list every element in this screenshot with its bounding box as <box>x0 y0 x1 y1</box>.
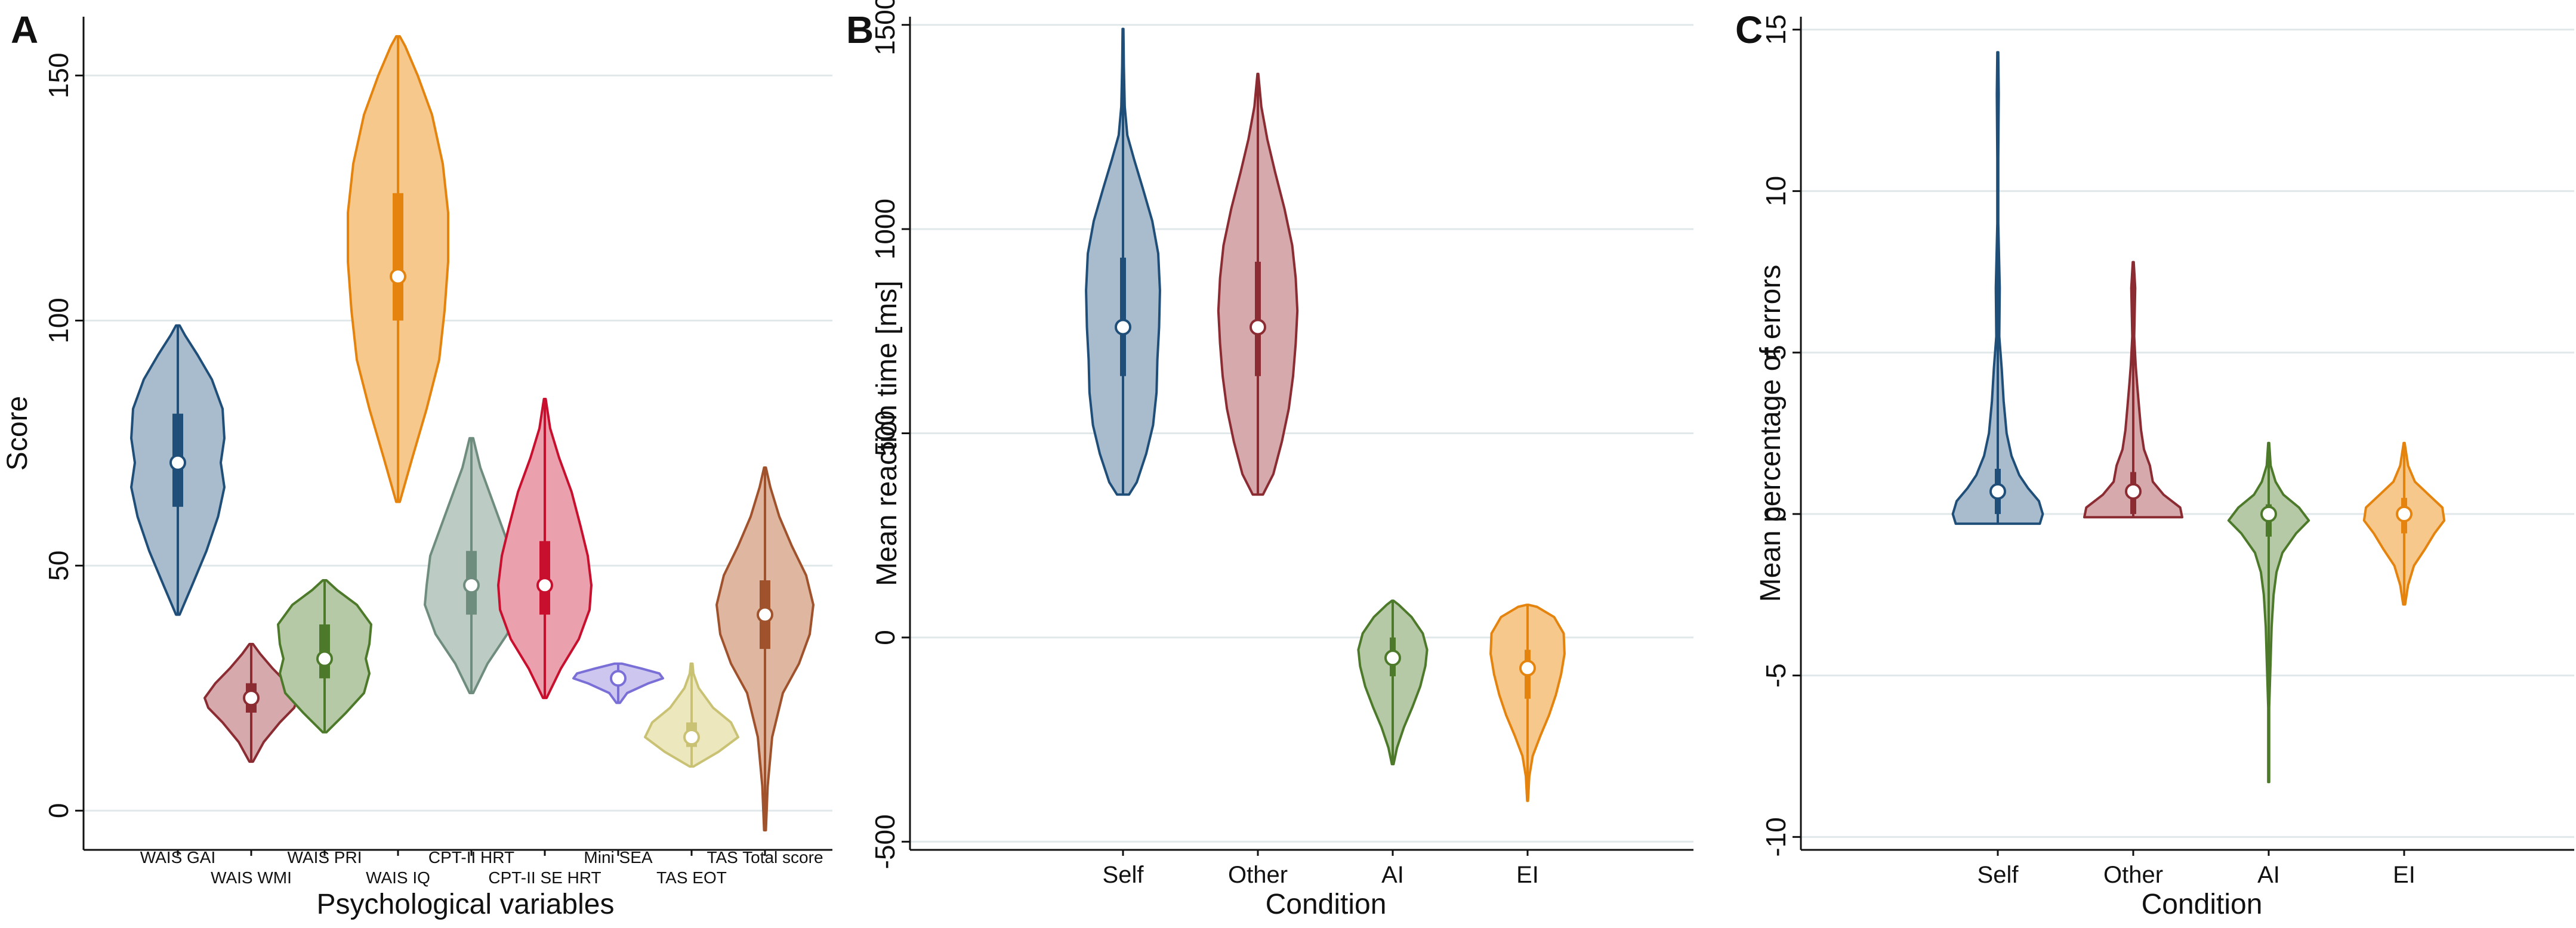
panel-c-x-axis-title: Condition <box>2142 889 2263 920</box>
panel-a-category-label-wais-gai: WAIS GAI <box>140 848 216 867</box>
panel-b-category-label-other: Other <box>1228 862 1288 888</box>
panel-a-y-tick-label-2: 100 <box>43 298 74 344</box>
panel-a-category-label-mini-sea: Mini SEA <box>584 848 652 867</box>
panel-b-letter: B <box>846 8 874 51</box>
panel-a-median-wais-iq <box>390 268 406 285</box>
panel-a-category-label-cpt-ii-se-hrt: CPT-II SE HRT <box>488 868 601 887</box>
panel-c-median-other <box>2125 482 2142 500</box>
panel-b-x-axis-title: Condition <box>1266 889 1387 920</box>
panel-a-category-label-wais-pri: WAIS PRI <box>288 848 362 867</box>
panel-c-category-label-other: Other <box>2103 862 2163 888</box>
panel-b-violin-chart: -500 0 500 1000 1500 Mean reaction time [ms] C… <box>869 0 1693 920</box>
panel-a-letter: A <box>11 8 38 51</box>
panel-c-median-ai <box>2260 505 2277 522</box>
panel-c-y-tick-label-3: 5 <box>1760 345 1791 360</box>
panel-a-x-axis-title: Psychological variables <box>317 889 615 920</box>
panel-c-y-axis-title: Mean percentage of errors <box>1755 265 1787 602</box>
panel-b-median-ei <box>1519 660 1536 677</box>
panel-a-category-label-wais-iq: WAIS IQ <box>366 868 430 887</box>
panel-c-y-tick-label-0: -10 <box>1760 817 1791 856</box>
panel-c-median-ei <box>2396 505 2413 522</box>
panel-b-category-label-self: Self <box>1103 862 1144 888</box>
panel-a-y-tick-label-3: 150 <box>43 52 74 98</box>
panel-a-median-tas-eot <box>683 728 700 746</box>
panel-a-median-cpt-ii-se-hrt <box>536 577 553 594</box>
panel-c-y-tick-label-1: -5 <box>1760 663 1791 688</box>
panel-c-violin-chart: -10 -5 0 5 10 15 Mean percentage of errors Cond… <box>1755 14 2574 920</box>
panel-b-y-tick-label-3: 1000 <box>869 199 900 259</box>
panel-b-category-label-ai: AI <box>1381 862 1404 888</box>
panel-a-y-axis-title: Score <box>2 396 33 471</box>
panel-a-median-mini-sea <box>610 670 627 687</box>
panel-a-y-tick-label-1: 50 <box>43 550 74 581</box>
panel-a-category-label-cpt-ii-hrt: CPT-II HRT <box>428 848 514 867</box>
panel-a-median-wais-wmi <box>243 689 260 707</box>
panel-c-category-label-self: Self <box>1977 862 2019 888</box>
panel-a-median-wais-gai <box>169 454 186 471</box>
panel-a-category-label-tas-eot: TAS EOT <box>656 868 727 887</box>
panel-a-median-wais-pri <box>316 650 333 667</box>
panel-c-category-label-ei: EI <box>2393 862 2415 888</box>
panel-c-letter: C <box>1735 8 1763 51</box>
panel-a-category-label-wais-wmi: WAIS WMI <box>211 868 292 887</box>
panel-b-median-ai <box>1384 649 1401 667</box>
panel-c-y-tick-label-5: 15 <box>1760 14 1791 45</box>
panel-b-median-self <box>1115 318 1131 336</box>
panel-b-y-axis-title: Mean reaction time [ms] <box>871 280 903 586</box>
panel-a-iqr-box-wais-iq <box>393 193 403 321</box>
panel-b-iqr-box-self <box>1120 258 1126 376</box>
panel-b-median-other <box>1250 318 1266 336</box>
panel-c-median-self <box>1989 482 2006 500</box>
panel-c-y-tick-label-4: 10 <box>1760 176 1791 206</box>
panel-c-y-tick-label-2: 0 <box>1760 506 1791 522</box>
panel-b-y-tick-label-1: 0 <box>869 630 900 645</box>
panel-a-violin-chart: 0 50 100 150 Score Psychological variables WAI… <box>2 17 832 920</box>
panel-b-y-tick-label-2: 500 <box>869 410 900 456</box>
panel-b-y-tick-label-0: -500 <box>869 814 900 869</box>
panel-c-category-label-ai: AI <box>2257 862 2280 888</box>
panel-b-category-label-ei: EI <box>1516 862 1539 888</box>
panel-a-median-tas-total-score <box>757 606 773 623</box>
panel-a-category-label-tas-total-score: TAS Total score <box>707 848 823 867</box>
panel-a-y-tick-label-0: 0 <box>43 803 74 818</box>
panel-a-median-cpt-ii-hrt <box>463 577 480 594</box>
panel-b-y-tick-label-4: 1500 <box>869 0 900 55</box>
